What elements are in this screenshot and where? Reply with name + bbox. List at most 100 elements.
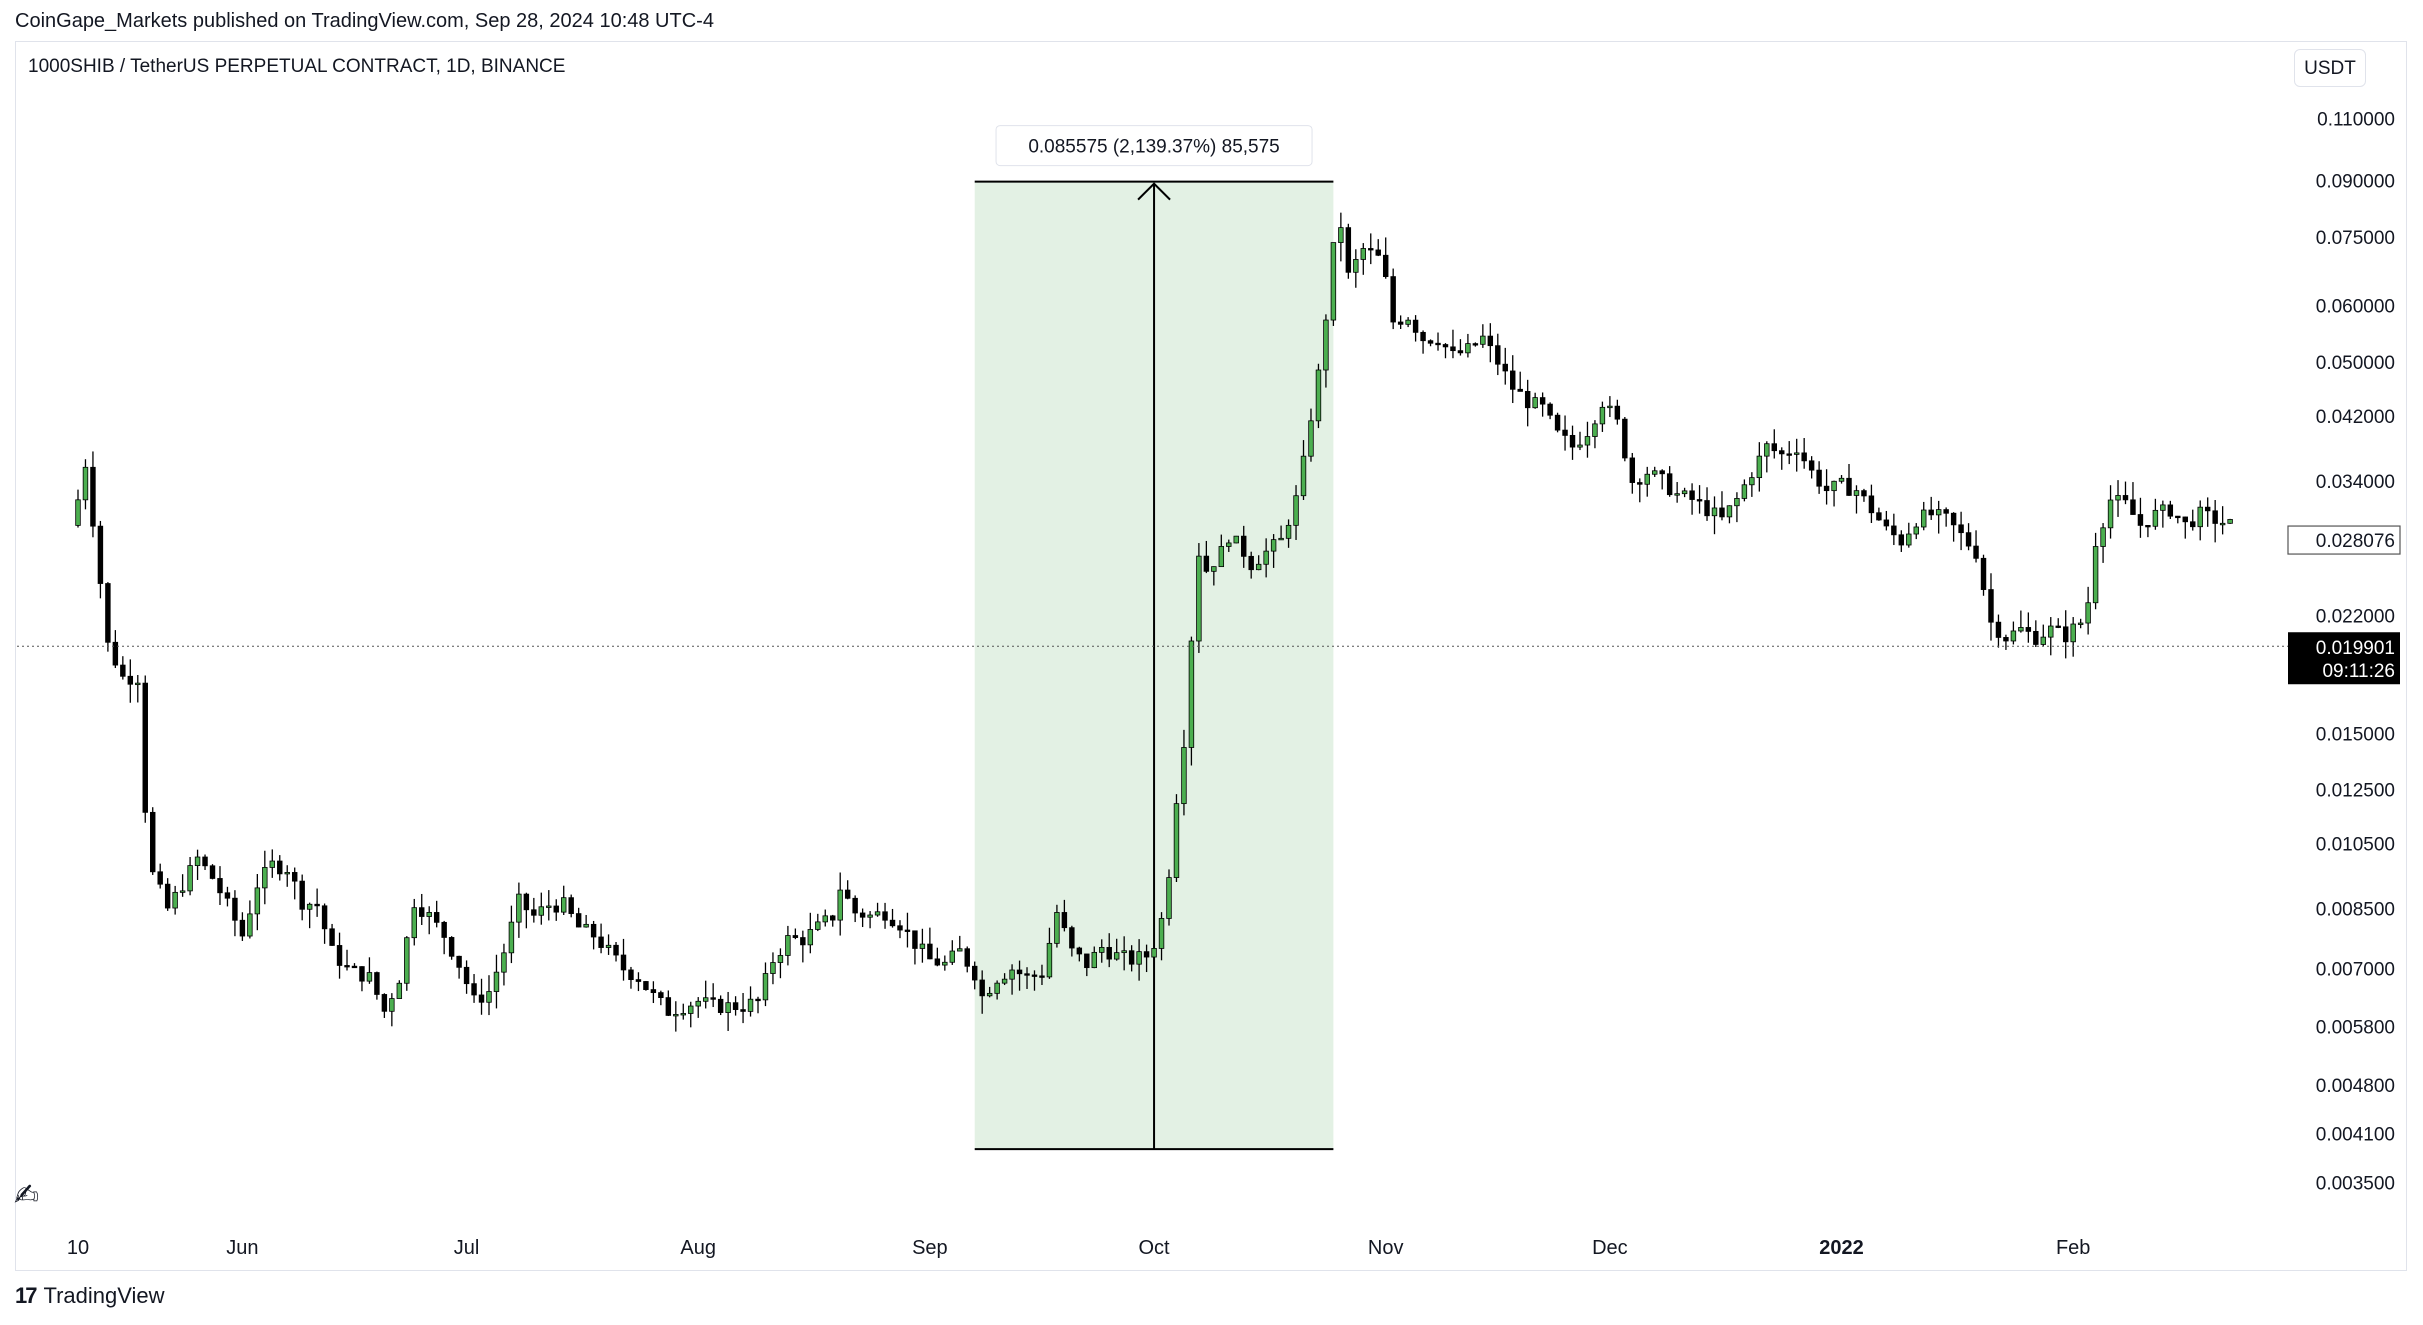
candle-body: [1928, 509, 1934, 516]
candle-body: [1935, 509, 1942, 516]
candle-body: [2040, 636, 2047, 645]
candle-body: [2175, 515, 2181, 519]
last-price-badge: [2288, 632, 2400, 685]
candle-body: [359, 966, 365, 982]
candle-body: [82, 466, 89, 501]
candle-body: [1293, 495, 1299, 526]
candle-body: [934, 958, 941, 966]
candle-body: [1420, 331, 1426, 342]
candle-body: [1592, 423, 1598, 437]
candle-body: [1502, 363, 1508, 372]
candle-body: [1539, 397, 1546, 405]
y-tick-label: 0.007000: [2316, 960, 2395, 981]
candle-body: [792, 935, 799, 938]
candle-body: [1113, 952, 1120, 960]
candle-body: [523, 893, 530, 911]
candle-body: [957, 948, 963, 952]
candle-body: [822, 915, 828, 923]
candle-body: [1001, 978, 1008, 984]
candle-body: [680, 1013, 686, 1016]
candle-body: [800, 937, 806, 946]
candle-body: [1263, 550, 1269, 565]
candle-body: [329, 928, 335, 946]
candle-body: [2070, 623, 2076, 643]
candle-body: [1547, 403, 1553, 416]
candle-body: [351, 965, 358, 969]
candle-body: [1666, 473, 1673, 496]
candle-body: [433, 912, 440, 923]
candle-body: [105, 583, 111, 643]
candle-body: [1285, 524, 1292, 539]
candle-body: [2167, 504, 2174, 517]
candle-body: [1652, 470, 1658, 475]
candle-body: [471, 983, 477, 996]
candle-body: [389, 998, 395, 1012]
tradingview-brand[interactable]: 17 TradingView: [15, 1283, 165, 1309]
range-label: 0.085575 (2,139.37%) 85,575: [1028, 137, 1279, 158]
candle-body: [1300, 455, 1307, 497]
candle-body: [486, 991, 492, 1003]
candle-body: [1891, 525, 1897, 536]
candle-body: [740, 1009, 746, 1012]
candle-body: [702, 997, 709, 1002]
candle-body: [2122, 495, 2129, 501]
candle-body: [508, 921, 515, 954]
candle-body: [897, 925, 903, 931]
candle-body: [725, 1002, 731, 1013]
candle-body: [1211, 566, 1217, 572]
candle-body: [785, 935, 791, 956]
candle-body: [516, 893, 522, 923]
candle-body: [1495, 345, 1501, 365]
candle-body: [142, 682, 148, 813]
candle-body: [770, 962, 776, 974]
candle-body: [120, 664, 126, 677]
candle-body: [1734, 498, 1740, 507]
candle-body: [1278, 537, 1284, 541]
candle-body: [1599, 406, 1606, 425]
candle-body: [1726, 505, 1733, 518]
candle-body: [75, 499, 81, 526]
candle-body: [1793, 452, 1800, 455]
candle-body: [232, 897, 238, 921]
candle-body: [97, 525, 104, 584]
candle-body: [1173, 803, 1180, 878]
candle-body: [1973, 545, 1979, 559]
candle-body: [2048, 625, 2054, 638]
candle-body: [1637, 482, 1643, 485]
candle-body: [2212, 510, 2218, 524]
candle-body: [531, 909, 537, 916]
candle-body: [747, 998, 754, 1012]
candle-body: [919, 943, 926, 949]
candle-body: [1472, 343, 1479, 346]
candle-body: [1397, 321, 1404, 325]
candle-body: [620, 954, 627, 971]
candle-body: [568, 897, 574, 914]
candle-body: [1218, 546, 1225, 568]
candle-body: [2092, 546, 2099, 604]
candle-body: [1046, 942, 1053, 978]
candle-body: [1226, 542, 1232, 547]
y-tick-label: 0.110000: [2317, 110, 2395, 131]
candle-body: [1861, 490, 1867, 497]
candle-body: [1749, 477, 1755, 486]
x-tick-label: Oct: [1138, 1237, 1170, 1259]
prev-close-label: 0.028076: [2316, 531, 2395, 552]
prev-close-box: [2287, 525, 2401, 555]
candle-body: [1980, 557, 1987, 590]
candle-body: [1457, 350, 1464, 354]
currency-button[interactable]: USDT: [2294, 49, 2366, 87]
candle-body: [979, 979, 985, 997]
candle-body: [2025, 627, 2032, 632]
y-tick-label: 0.090000: [2316, 172, 2395, 193]
candle-body: [1554, 414, 1561, 431]
candle-body: [1128, 950, 1135, 965]
pencil-hand-icon[interactable]: ✍: [14, 1179, 40, 1212]
candle-body: [1584, 436, 1591, 446]
candle-body: [927, 943, 933, 960]
candle-body: [1995, 621, 2002, 638]
candle-body: [2033, 630, 2039, 645]
candle-body: [1913, 526, 1919, 535]
candle-body: [224, 892, 231, 899]
candle-body: [1524, 390, 1531, 409]
